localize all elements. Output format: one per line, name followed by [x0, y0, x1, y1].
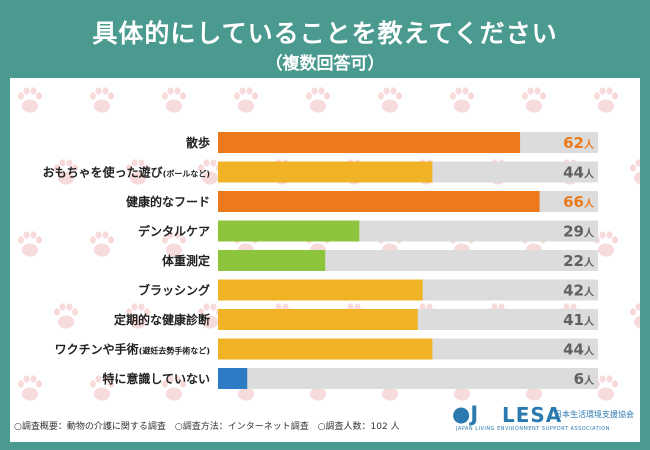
value-label: 62人: [563, 134, 595, 152]
category-label: 体重測定: [162, 253, 210, 268]
paw-icon: [378, 87, 402, 113]
bar-6: [218, 309, 418, 330]
value-label: 6人: [574, 370, 595, 388]
bar-8: [218, 368, 248, 389]
bar-2: [218, 191, 540, 212]
paw-icon: [90, 231, 114, 257]
survey-note: ○調査概要：動物の介護に関する調査 ○調査方法：インターネット調査 ○調査人数：…: [14, 422, 400, 432]
category-label: ブラッシング: [138, 283, 210, 298]
logo-jp-name: 日本生活環境支援協会: [554, 410, 634, 419]
paw-icon: [450, 87, 474, 113]
category-label: 定期的な健康診断: [114, 312, 210, 327]
paw-icon: [162, 375, 186, 401]
category-label: 特に意識していない: [102, 371, 210, 386]
paw-icon: [522, 87, 546, 113]
value-label: 44人: [563, 341, 595, 359]
logo-mark-icon: ●J: [452, 402, 479, 426]
paw-icon: [18, 87, 42, 113]
logo-en-name: JAPAN LIVING ENVIRONMENT SUPPORT ASSOCIA…: [456, 426, 610, 432]
paw-icon: [126, 303, 150, 329]
value-label: 42人: [563, 282, 595, 300]
paw-icon: [306, 87, 330, 113]
paw-icon: [630, 159, 640, 185]
paw-icon: [198, 159, 222, 185]
paw-icon: [162, 87, 186, 113]
bar-3: [218, 220, 360, 242]
paw-icon: [90, 375, 114, 401]
value-label: 22人: [563, 252, 595, 270]
bar-1: [218, 161, 433, 183]
value-label: 29人: [563, 223, 595, 241]
category-label: 散歩: [186, 135, 210, 150]
bar-7: [218, 338, 433, 360]
paw-icon: [594, 87, 618, 113]
value-label: 66人: [563, 193, 595, 211]
value-label: 41人: [563, 311, 595, 329]
value-label: 44人: [563, 164, 595, 182]
page-subtitle: （複数回答可）: [265, 54, 385, 74]
paw-icon: [54, 159, 78, 185]
bar-5: [218, 279, 423, 301]
category-label: ワクチンや手術(避妊去勢手術など): [55, 342, 210, 357]
paw-icon: [126, 159, 150, 185]
paw-icon: [90, 87, 114, 113]
logo-name: LESA: [502, 403, 563, 427]
chart-panel: 散歩 62人 おもちゃを使った遊び(ボールなど) 44人 健康的なフード 66人 デンタルケ…: [10, 78, 640, 442]
paw-icon: [18, 231, 42, 257]
category-label: おもちゃを使った遊び(ボールなど): [43, 165, 210, 180]
bar-4: [218, 250, 326, 271]
jlesa-logo: ●J LESA 日本生活環境支援協会 JAPAN LIVING ENVIRONM…: [452, 400, 634, 440]
paw-icon: [18, 375, 42, 401]
paw-icon: [162, 231, 186, 257]
bar-0: [218, 132, 521, 153]
category-label: 健康的なフード: [126, 194, 210, 209]
bar-track: [218, 368, 598, 389]
page-title: 具体的にしていることを教えてください: [92, 19, 558, 48]
category-label: デンタルケア: [138, 224, 210, 239]
paw-icon: [234, 87, 258, 113]
paw-icon: [54, 303, 78, 329]
paw-icon: [630, 303, 640, 329]
